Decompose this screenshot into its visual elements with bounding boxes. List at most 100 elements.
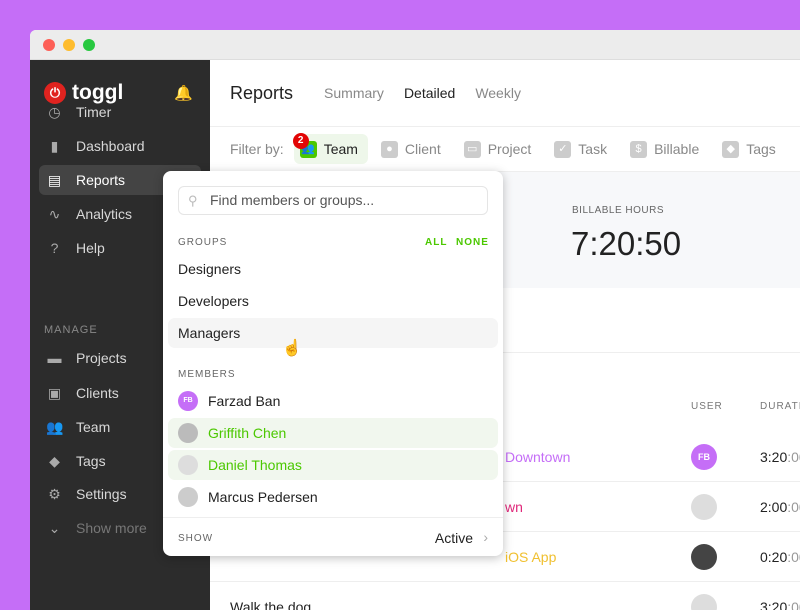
filter-bar: Filter by: 2 👥 Team ● Client ▭ Project ✓ Task… (210, 127, 800, 172)
minimize-window-button[interactable] (63, 39, 75, 51)
group-item[interactable]: Developers (178, 293, 249, 309)
member-item[interactable]: Marcus Pedersen (168, 482, 498, 512)
tab-weekly[interactable]: Weekly (475, 85, 521, 101)
sidebar-item-analytics[interactable]: ∿ Analytics (39, 199, 201, 229)
column-header-user[interactable]: USER (691, 401, 723, 412)
close-window-button[interactable] (43, 39, 55, 51)
duration-hm: 0:20 (760, 549, 788, 565)
member-item[interactable]: FB Farzad Ban (168, 386, 498, 416)
duration-hm: 2:00 (760, 499, 788, 515)
sidebar-item-settings[interactable]: ⚙ Settings (39, 479, 201, 509)
label: Tags (76, 453, 106, 469)
table-row[interactable]: iOS App 0:20:00 (210, 532, 800, 582)
project-name[interactable]: iOS App (505, 549, 557, 565)
avatar: FB (691, 444, 717, 470)
check-icon: ✓ (554, 140, 572, 158)
select-none-link[interactable]: NONE (456, 237, 489, 248)
filter-team[interactable]: 2 👥 Team (292, 133, 368, 164)
sidebar-item-clients[interactable]: ▣ Clients (39, 378, 201, 408)
power-icon: ⏻ (44, 82, 66, 104)
pulse-icon: ∿ (48, 206, 61, 222)
label: Team (76, 419, 111, 435)
label: Help (76, 240, 105, 256)
show-label: SHOW (178, 533, 214, 544)
filter-project[interactable]: ▭ Project (463, 134, 542, 164)
gear-icon: ⚙ (48, 486, 61, 502)
avatar (178, 423, 198, 443)
table-toolbar (210, 288, 800, 353)
duration-seconds: :00 (787, 599, 800, 610)
sidebar-item-timer[interactable]: ◷ Timer (39, 97, 201, 127)
members-heading: MEMBERS (178, 369, 236, 380)
groups-heading: GROUPS (178, 237, 228, 248)
duration-seconds: :00 (787, 549, 800, 565)
select-all-link[interactable]: ALL (425, 237, 448, 248)
label: Projects (76, 350, 127, 366)
avatar (691, 594, 717, 610)
label: Task (578, 141, 608, 157)
contact-icon: ▣ (47, 385, 62, 401)
avatar (691, 494, 717, 520)
duration: 3:20:00 (760, 599, 800, 610)
label: Client (404, 141, 441, 157)
duration-seconds: :00 (787, 499, 800, 515)
duration: 2:00:00 (760, 499, 800, 515)
project-name[interactable]: Downtown (505, 449, 571, 465)
sidebar-item-help[interactable]: ? Help (39, 233, 201, 263)
filter-client[interactable]: ● Client (380, 134, 451, 164)
team-filter-popover: ⚲ Find members or groups... GROUPS ALL NO… (163, 171, 503, 556)
tag-icon: ◆ (49, 453, 60, 469)
duration: 0:20:00 (760, 549, 800, 565)
maximize-window-button[interactable] (83, 39, 95, 51)
chevron-down-icon: ⌄ (48, 520, 61, 536)
label: Billable (654, 141, 700, 157)
dollar-icon: $ (630, 140, 648, 158)
logo[interactable]: ⏻ toggl (44, 81, 123, 105)
member-name: Marcus Pedersen (208, 489, 318, 505)
show-value: Active (434, 530, 473, 546)
avatar (178, 487, 198, 507)
sidebar-show-more[interactable]: ⌄ Show more (39, 513, 201, 543)
tab-summary[interactable]: Summary (324, 85, 384, 101)
member-search-input[interactable]: ⚲ Find members or groups... (178, 186, 488, 215)
label: Timer (76, 104, 112, 120)
bell-icon[interactable]: 🔔 (174, 85, 193, 102)
project-name[interactable]: wn (505, 499, 523, 515)
avatar (178, 455, 198, 475)
group-item[interactable]: Designers (178, 261, 242, 277)
title-bar (30, 30, 800, 60)
document-icon: ▤ (47, 172, 62, 188)
sidebar-item-tags[interactable]: ◆ Tags (39, 446, 201, 476)
label: Clients (76, 385, 119, 401)
label: Reports (76, 172, 126, 188)
table-row[interactable]: Downtown FB 3:20:00 (210, 432, 800, 482)
sidebar-item-projects[interactable]: ▬ Projects (39, 343, 201, 373)
folder-icon: ▭ (463, 140, 481, 158)
tab-detailed[interactable]: Detailed (403, 85, 456, 101)
search-placeholder: Find members or groups... (210, 192, 375, 208)
duration-seconds: :00 (787, 449, 800, 465)
sidebar-item-dashboard[interactable]: ▮ Dashboard (39, 131, 201, 161)
page-title: Reports (230, 82, 294, 103)
duration-hm: 3:20 (760, 599, 788, 610)
member-item[interactable]: Daniel Thomas (168, 450, 498, 480)
entry-description[interactable]: Walk the dog (230, 599, 312, 610)
column-header-duration[interactable]: DURATI (760, 401, 800, 412)
billable-hours-value: 7:20:50 (571, 225, 682, 262)
people-icon: 👥 (46, 419, 64, 435)
table-row[interactable]: Walk the dog 3:20:00 (210, 582, 800, 610)
sidebar-item-team[interactable]: 👥 Team (39, 412, 201, 442)
show-filter[interactable]: SHOW Active › (163, 517, 503, 556)
hand-cursor-icon: ☝ (282, 340, 302, 357)
chevron-right-icon: › (483, 529, 488, 545)
avatar: FB (178, 391, 198, 411)
group-item[interactable]: Managers (168, 318, 498, 348)
member-name: Griffith Chen (208, 425, 287, 441)
table-row[interactable]: wn 2:00:00 (210, 482, 800, 532)
member-item[interactable]: Griffith Chen (168, 418, 498, 448)
label: Show more (76, 520, 147, 536)
filter-tags[interactable]: ◆ Tags (722, 134, 786, 164)
filter-billable[interactable]: $ Billable (630, 134, 709, 164)
label: Tags (746, 141, 776, 157)
filter-task[interactable]: ✓ Task (554, 134, 617, 164)
